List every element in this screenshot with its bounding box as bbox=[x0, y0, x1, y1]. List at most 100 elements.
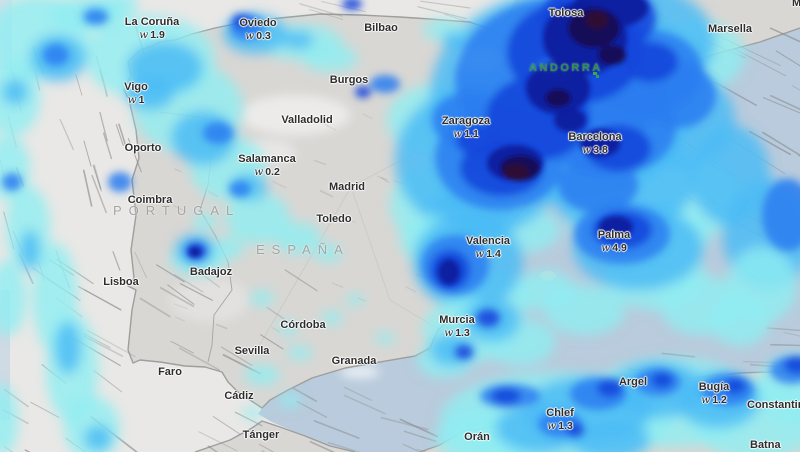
city-value: w 1.2 bbox=[699, 394, 730, 407]
andorra-marker-icon bbox=[593, 72, 599, 78]
city-value: w 1.1 bbox=[442, 128, 490, 141]
wave-symbol-icon: w bbox=[245, 30, 255, 43]
wave-symbol-icon: w bbox=[444, 327, 454, 340]
city-label-coimbra[interactable]: Coimbra bbox=[128, 194, 173, 207]
city-label-la-coruna[interactable]: La Coruña w 1.9 bbox=[125, 16, 179, 42]
city-label-valencia[interactable]: Valencia w 1.4 bbox=[466, 235, 510, 261]
city-name: Argel bbox=[618, 376, 648, 388]
rain-layer-intense bbox=[189, 0, 648, 285]
city-name: Córdoba bbox=[280, 319, 326, 331]
city-value-number: 1.3 bbox=[558, 420, 573, 433]
city-name: Sevilla bbox=[234, 345, 270, 357]
wave-symbol-icon: w bbox=[701, 394, 711, 407]
wave-symbol-icon: w bbox=[547, 420, 557, 433]
wave-symbol-icon: w bbox=[254, 166, 264, 179]
city-name: Constantina bbox=[747, 399, 800, 411]
city-name: Orán bbox=[464, 431, 490, 443]
region-label-portugal: PORTUGAL bbox=[113, 203, 241, 218]
city-value-number: 1.9 bbox=[150, 29, 165, 42]
city-label-tanger[interactable]: Tánger bbox=[243, 429, 280, 442]
city-label-toledo[interactable]: Toledo bbox=[316, 213, 351, 226]
city-value-number: 4.9 bbox=[612, 242, 627, 255]
city-name: Salamanca bbox=[238, 153, 296, 165]
city-name: Zaragoza bbox=[441, 115, 491, 127]
city-name: Burgos bbox=[329, 74, 369, 86]
atlantic-blue-edge bbox=[0, 290, 10, 420]
city-name: Palma bbox=[597, 229, 631, 241]
city-label-cordoba[interactable]: Córdoba bbox=[280, 319, 325, 332]
city-label-bugia[interactable]: Bugía w 1.2 bbox=[699, 381, 730, 407]
wave-symbol-icon: w bbox=[127, 94, 137, 107]
city-name: Oporto bbox=[124, 142, 162, 154]
city-label-salamanca[interactable]: Salamanca w 0.2 bbox=[238, 153, 295, 179]
city-label-oporto[interactable]: Oporto bbox=[125, 142, 162, 155]
city-label-cadiz[interactable]: Cádiz bbox=[224, 390, 253, 403]
city-label-faro[interactable]: Faro bbox=[158, 366, 182, 379]
city-label-m[interactable]: M bbox=[792, 0, 800, 10]
city-name: Oviedo bbox=[239, 17, 277, 29]
region-label-espana: ESPAÑA bbox=[256, 242, 350, 257]
wave-symbol-icon: w bbox=[582, 144, 592, 157]
city-value-number: 3.8 bbox=[593, 144, 608, 157]
city-label-chlef[interactable]: Chlef w 1.3 bbox=[546, 407, 574, 433]
city-name: Badajoz bbox=[189, 266, 233, 278]
city-label-oran[interactable]: Orán bbox=[464, 431, 490, 444]
city-name: Bilbao bbox=[364, 22, 398, 34]
city-label-madrid[interactable]: Madrid bbox=[329, 181, 365, 194]
city-value: w 1.3 bbox=[546, 420, 574, 433]
city-value: w 1.3 bbox=[439, 327, 474, 340]
city-label-badajoz[interactable]: Badajoz bbox=[190, 266, 232, 279]
city-name: Tolosa bbox=[548, 7, 584, 19]
city-value-number: 0.2 bbox=[265, 166, 280, 179]
city-name: Granada bbox=[331, 355, 377, 367]
city-label-marsella[interactable]: Marsella bbox=[708, 23, 752, 36]
city-name: Vigo bbox=[124, 81, 148, 93]
city-name: Coimbra bbox=[127, 194, 173, 206]
city-value-number: 1.3 bbox=[455, 327, 470, 340]
city-value-number: 1.2 bbox=[712, 394, 727, 407]
city-label-burgos[interactable]: Burgos bbox=[330, 74, 369, 87]
city-name: M bbox=[792, 0, 800, 9]
city-name: La Coruña bbox=[124, 16, 180, 28]
city-value: w 1.4 bbox=[466, 248, 510, 261]
region-label-andorra: ANDORRA bbox=[529, 62, 603, 74]
wave-symbol-icon: w bbox=[453, 128, 463, 141]
city-label-palma[interactable]: Palma w 4.9 bbox=[598, 229, 630, 255]
city-value: w 3.8 bbox=[568, 144, 621, 157]
city-name: Tánger bbox=[242, 429, 280, 441]
city-label-argel[interactable]: Argel bbox=[619, 376, 647, 389]
city-value-number: 0.3 bbox=[256, 30, 271, 43]
city-label-tolosa[interactable]: Tolosa bbox=[549, 7, 584, 20]
city-label-oviedo[interactable]: Oviedo w 0.3 bbox=[239, 17, 276, 43]
city-name: Batna bbox=[750, 439, 781, 451]
city-label-zaragoza[interactable]: Zaragoza w 1.1 bbox=[442, 115, 490, 141]
city-name: Madrid bbox=[328, 181, 366, 193]
city-value: w 1.9 bbox=[125, 29, 179, 42]
city-name: Bugía bbox=[698, 381, 730, 393]
city-label-vigo[interactable]: Vigo w 1 bbox=[124, 81, 148, 107]
city-name: Chlef bbox=[546, 407, 574, 419]
city-value: w 0.2 bbox=[238, 166, 295, 179]
city-name: Barcelona bbox=[568, 131, 622, 143]
city-label-constantina[interactable]: Constantina bbox=[747, 399, 800, 412]
city-label-sevilla[interactable]: Sevilla bbox=[235, 345, 270, 358]
city-label-barcelona[interactable]: Barcelona w 3.8 bbox=[568, 131, 621, 157]
city-name: Murcia bbox=[439, 314, 475, 326]
city-name: Valladolid bbox=[281, 114, 333, 126]
city-name: Marsella bbox=[707, 23, 753, 35]
city-label-batna[interactable]: Batna bbox=[750, 439, 781, 452]
city-value: w 4.9 bbox=[598, 242, 630, 255]
city-value-number: 1.4 bbox=[486, 248, 501, 261]
wave-symbol-icon: w bbox=[139, 29, 149, 42]
city-label-valladolid[interactable]: Valladolid bbox=[281, 114, 332, 127]
city-label-murcia[interactable]: Murcia w 1.3 bbox=[439, 314, 474, 340]
city-label-granada[interactable]: Granada bbox=[332, 355, 377, 368]
wave-symbol-icon: w bbox=[601, 242, 611, 255]
wave-symbol-icon: w bbox=[475, 248, 485, 261]
city-label-lisboa[interactable]: Lisboa bbox=[103, 276, 138, 289]
city-label-bilbao[interactable]: Bilbao bbox=[364, 22, 398, 35]
